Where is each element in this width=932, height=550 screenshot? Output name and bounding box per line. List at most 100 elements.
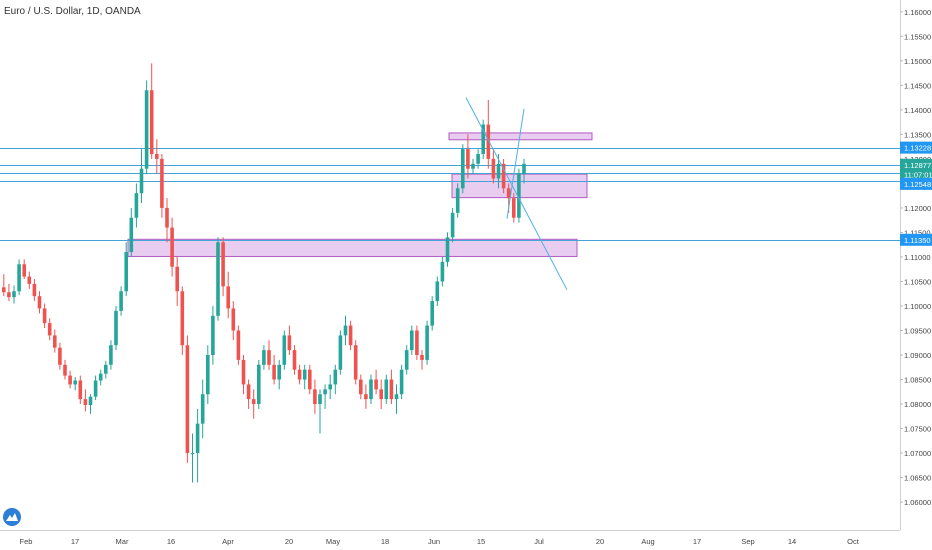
candle-body [37,296,42,309]
candle-body [292,350,297,370]
price-label-box [900,233,932,246]
symbol-title[interactable]: Euro / U.S. Dollar, 1D, OANDA [4,6,141,17]
candle [231,301,236,341]
candle [471,158,475,174]
candle [42,303,47,329]
candle-body [471,163,475,169]
price-tick-label: 1.06000 [904,498,931,507]
candle-body [185,345,190,454]
price-label-text: 1.12877 [904,161,931,170]
candle-body [114,310,118,346]
candle-body [32,283,37,297]
candle [109,340,113,370]
price-label-text: 1.11350 [904,236,931,245]
price-tick-label: 1.13500 [904,130,931,139]
candle-body [425,325,429,360]
candle [221,237,225,297]
candle-body [63,364,67,376]
candle-body [267,350,271,365]
price-label-text: 1.12548 [904,180,931,189]
candle [318,389,322,434]
candle-body [501,163,506,189]
time-tick-label: Aug [641,537,654,546]
candle [262,345,266,370]
candle [420,350,424,370]
candle-body [226,286,230,309]
trendlines-layer [465,97,568,291]
candle [7,283,11,302]
candle-body [338,335,343,370]
price-tick-label: 1.15500 [904,32,931,41]
candle-body [139,168,144,194]
candle [333,364,338,395]
price-tick-label: 1.16000 [904,8,931,17]
candle-body [394,394,399,400]
candle-body [348,325,353,346]
candles-layer [2,63,526,483]
candle [93,375,98,401]
price-tick-label: 1.14500 [904,81,931,90]
time-tick-label: 17 [71,537,79,546]
candle [313,379,317,414]
price-tick-label: 1.12000 [904,204,931,213]
candle [206,345,210,405]
candle-body [435,281,440,302]
candle [83,389,88,412]
time-tick-label: 20 [596,537,604,546]
candle-body [12,291,16,298]
price-tick-label: 1.10500 [904,277,931,286]
price-tick-label: 1.07500 [904,425,931,434]
candle [37,291,42,314]
candle [257,359,261,409]
price-tick-label: 1.14000 [904,106,931,115]
candle-body [353,345,358,380]
candle-body [415,330,419,356]
candle [190,433,195,483]
price-tick-label: 1.11500 [904,228,931,237]
candle [353,340,358,385]
candle-body [491,158,496,179]
candle-body [231,308,236,331]
candle [134,183,139,228]
candle [455,183,460,218]
candle-body [2,287,6,293]
candle [236,325,241,365]
candle [68,370,72,389]
price-tick-label: 1.08500 [904,376,931,385]
price-label-box [900,158,932,171]
candle-body [282,335,287,365]
candle [338,330,343,375]
candle [63,359,67,380]
price-label: 1.11350 [900,233,932,246]
supply-demand-zone[interactable] [127,238,578,257]
candle [501,158,506,194]
candle [404,345,409,375]
candle [394,384,399,414]
price-tick-label: 1.11000 [904,253,931,262]
candle [445,232,450,267]
candle-body [404,350,409,370]
candle-body [277,364,281,380]
tradingview-logo-icon[interactable] [3,508,21,526]
candle [2,274,6,297]
candle-body [160,158,164,208]
candle-body [83,399,88,406]
price-tick-label: 1.07000 [904,449,931,458]
candle [246,379,251,409]
candle-body [450,212,455,238]
candle [282,330,287,370]
candle [466,134,470,179]
candle [241,355,246,395]
trendline[interactable] [465,97,568,291]
candle-body [466,149,470,169]
candle [410,325,414,356]
price-tick-label: 1.08000 [904,400,931,409]
candle-body [517,173,521,218]
candle [379,379,383,409]
trendline[interactable] [506,108,525,219]
candle [491,149,496,184]
candle [216,237,220,321]
